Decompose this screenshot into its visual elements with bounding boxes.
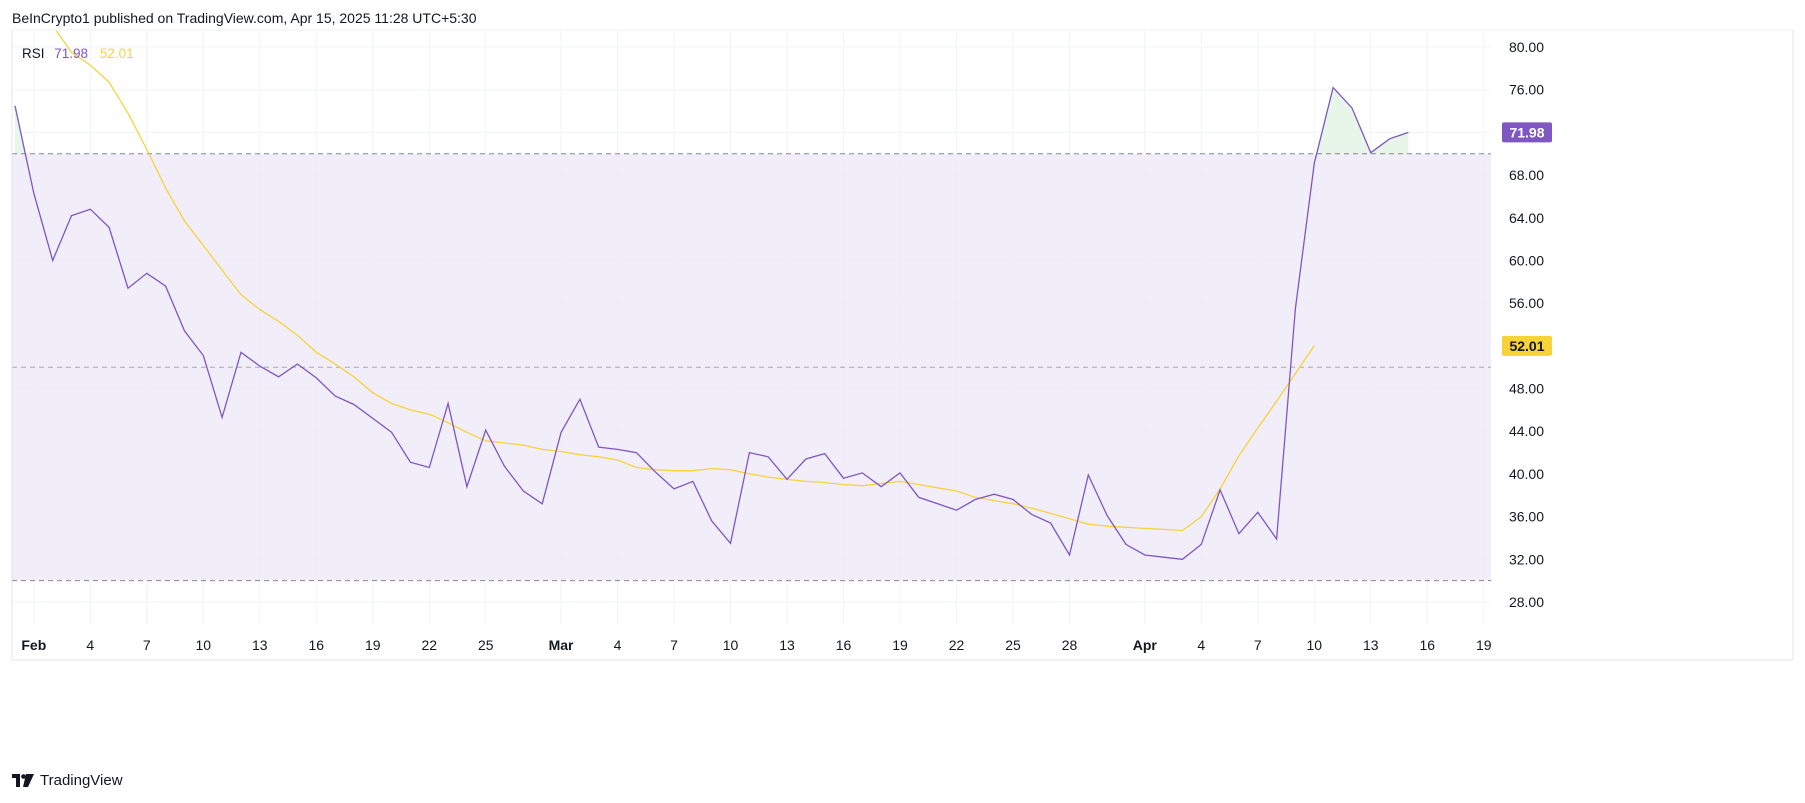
- x-tick-label: 19: [1476, 637, 1492, 653]
- x-axis[interactable]: Feb 4 7 10 13 16 19 22 25 Mar 4 7 10 13 16 19 22 25 28 Apr 4…: [21, 637, 1491, 653]
- y-tick-label: 56.00: [1509, 295, 1544, 311]
- rsi-series-line: [14, 86, 1409, 560]
- x-tick-label: 16: [308, 637, 324, 653]
- y-tick-label: 60.00: [1509, 252, 1544, 268]
- level-lines: [12, 153, 1491, 582]
- tradingview-brand-text: TradingView: [40, 772, 123, 789]
- x-tick-label: 4: [86, 637, 94, 653]
- ma-value-badge-text: 52.01: [1509, 338, 1544, 354]
- ma-series-line: [54, 30, 1315, 532]
- x-tick-label: 25: [478, 637, 494, 653]
- tradingview-logo[interactable]: TradingView: [12, 772, 123, 789]
- rsi-legend-value: 71.98: [54, 46, 89, 61]
- y-axis[interactable]: 80.0076.0072.0068.0064.0060.0056.0052.00…: [1509, 39, 1544, 610]
- x-tick-label: 7: [670, 637, 678, 653]
- chart-frame: [11, 29, 1794, 661]
- indicator-legend[interactable]: RSI 71.98 52.01: [22, 46, 134, 61]
- x-tick-label: 4: [1197, 637, 1205, 653]
- indicator-name: RSI: [22, 46, 45, 61]
- y-tick-label: 76.00: [1509, 82, 1544, 98]
- x-tick-label: 16: [1419, 637, 1435, 653]
- rsi-bands: [12, 87, 1491, 581]
- x-tick-label: 25: [1005, 637, 1021, 653]
- y-tick-label: 44.00: [1509, 423, 1544, 439]
- x-tick-label: 16: [836, 637, 852, 653]
- x-tick-label: 19: [365, 637, 381, 653]
- tradingview-logo-icon: [12, 774, 34, 787]
- x-tick-label: 13: [252, 637, 268, 653]
- x-tick-label: 22: [949, 637, 965, 653]
- y-tick-label: 80.00: [1509, 39, 1544, 55]
- y-tick-label: 28.00: [1509, 594, 1544, 610]
- publisher-attribution: BeInCrypto1 published on TradingView.com…: [12, 10, 477, 26]
- x-tick-label: 10: [1306, 637, 1322, 653]
- x-tick-label: 10: [196, 637, 212, 653]
- rsi-value-badge-bg: [1502, 122, 1552, 143]
- ma-value-badge-bg: [1502, 335, 1552, 356]
- x-tick-label: 28: [1062, 637, 1078, 653]
- x-tick-label: 4: [614, 637, 622, 653]
- price-badges: 71.98 52.01: [1502, 122, 1552, 356]
- overbought-fill: [15, 87, 1409, 154]
- y-tick-label: 40.00: [1509, 466, 1544, 482]
- x-tick-label: 7: [143, 637, 151, 653]
- x-tick-label: 7: [1254, 637, 1262, 653]
- y-tick-label: 36.00: [1509, 509, 1544, 525]
- x-tick-label: 10: [723, 637, 739, 653]
- ma-value-badge: 52.01: [1502, 335, 1552, 356]
- x-tick-label: 22: [421, 637, 437, 653]
- x-tick-label: Feb: [21, 637, 46, 653]
- y-tick-label: 68.00: [1509, 167, 1544, 183]
- series-lines: [14, 25, 1409, 560]
- x-tick-label: Mar: [549, 637, 574, 653]
- x-tick-label: 13: [1363, 637, 1379, 653]
- x-tick-label: Apr: [1133, 637, 1158, 653]
- x-tick-label: 13: [779, 637, 795, 653]
- y-tick-label: 48.00: [1509, 381, 1544, 397]
- rsi-value-badge-text: 71.98: [1509, 124, 1544, 140]
- y-tick-label: 32.00: [1509, 551, 1544, 567]
- y-tick-label: 64.00: [1509, 210, 1544, 226]
- ma-legend-value: 52.01: [99, 46, 134, 61]
- x-tick-label: 19: [892, 637, 908, 653]
- rsi-value-badge: 71.98: [1502, 122, 1552, 143]
